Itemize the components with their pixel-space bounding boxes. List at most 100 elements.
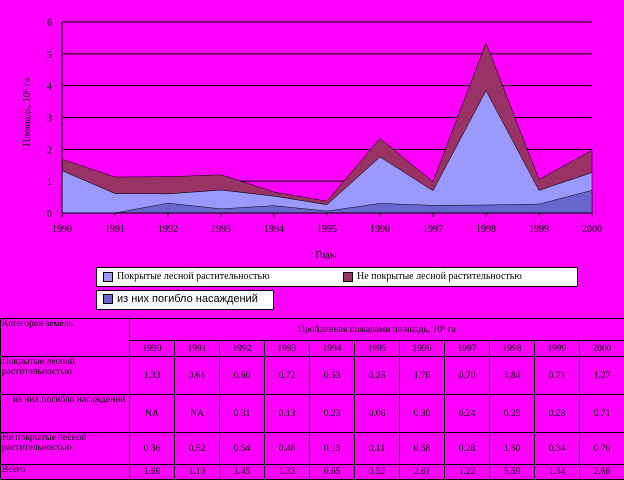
year-header-cell: 2000: [580, 341, 624, 357]
table-cell: 1.76: [400, 357, 445, 395]
legend-item-uncovered: Не покрытые лесной растительностью: [343, 271, 522, 282]
legend-swatch-uncovered: [343, 272, 353, 282]
table-cell: 0.70: [445, 357, 490, 395]
x-tick-label: 1998: [476, 224, 496, 235]
legend-label-destroyed: из них погибло насаждений: [117, 293, 258, 305]
legend: Покрытые лесной растительностью Не покры…: [96, 267, 578, 287]
table-cell: 0.72: [265, 357, 310, 395]
table-cell: 0.26: [355, 357, 400, 395]
x-tick-label: 1990: [52, 224, 72, 235]
x-tick-label: 1996: [370, 224, 390, 235]
row-label: из них погибло насаждений: [1, 395, 130, 433]
table-cell: 0.34: [535, 433, 580, 465]
legend-swatch-destroyed: [103, 294, 113, 304]
legend-item-destroyed: из них погибло насаждений: [103, 293, 258, 305]
y-tick-label: 4: [47, 82, 52, 93]
table-cell: 0.60: [220, 357, 265, 395]
table-cell: 0.71: [535, 357, 580, 395]
table-cell: 0.65: [310, 465, 355, 480]
table-cell: 1.33: [265, 465, 310, 480]
x-tick-label: 1999: [529, 224, 549, 235]
x-tick-label: 1992: [158, 224, 178, 235]
y-tick-label: 2: [47, 145, 52, 156]
table-cell: 0.71: [580, 395, 624, 433]
year-header-cell: 1996: [400, 341, 445, 357]
table-cell: 0.13: [310, 433, 355, 465]
series-areas: [62, 43, 592, 213]
table-cell: 1.50: [490, 433, 535, 465]
table-cell: 0.58: [400, 433, 445, 465]
table-cell: 0.06: [355, 395, 400, 433]
table-cell: 5.59: [490, 465, 535, 480]
table-cell: 0.48: [265, 433, 310, 465]
legend-item-covered: Покрытые лесной растительностью: [103, 271, 270, 282]
x-tick-labels: 1990 1991 1992 1993 1994 1995 1996 1997 1998 1999…: [52, 224, 602, 235]
table-cell: 0.61: [175, 357, 220, 395]
legend-swatch-covered: [103, 272, 113, 282]
year-header-cell: 1993: [265, 341, 310, 357]
legend-label-covered: Покрытые лесной растительностью: [117, 271, 270, 282]
table-cell: 0.30: [400, 395, 445, 433]
year-header-cell: 1991: [175, 341, 220, 357]
table-cell: 0.54: [220, 433, 265, 465]
y-tick-label: 5: [47, 50, 52, 61]
table-cell: 3.84: [490, 357, 535, 395]
table-cell: 0.31: [220, 395, 265, 433]
data-table: Категория земель Пройденная пожарами пло…: [0, 318, 624, 480]
table-cell: 0.36: [130, 433, 175, 465]
table-cell: 1.34: [535, 465, 580, 480]
table-cell: 1.33: [130, 357, 175, 395]
row-label: Покрытые лесной растительностью: [1, 357, 130, 395]
table-cell: 0.53: [310, 357, 355, 395]
year-header-cell: 1998: [490, 341, 535, 357]
x-tick-label: 1993: [211, 224, 231, 235]
category-header: Категория земель: [1, 319, 130, 357]
table-cell: NA: [175, 395, 220, 433]
x-tick-label: 2000: [582, 224, 602, 235]
table-cell: NA: [130, 395, 175, 433]
span-header: Пройденная пожарами площадь, 10⁶ га: [130, 319, 624, 341]
x-tick-label: 1991: [105, 224, 125, 235]
legend-label-uncovered: Не покрытые лесной растительностью: [357, 271, 522, 282]
table-cell: 0.70: [580, 433, 624, 465]
table-cell: 0.24: [445, 395, 490, 433]
year-header-cell: 1992: [220, 341, 265, 357]
year-header-cell: 1997: [445, 341, 490, 357]
y-tick-label: 1: [47, 177, 52, 188]
table-cell: 2.68: [580, 465, 624, 480]
y-axis-label: Площадь, 10⁶ га: [22, 77, 33, 146]
table-cell: 2.61: [400, 465, 445, 480]
table-cell: 1.27: [580, 357, 624, 395]
table-cell: 0.25: [490, 395, 535, 433]
row-label: Всего: [1, 465, 130, 480]
legend-destroyed: из них погибло насаждений: [96, 290, 274, 310]
year-header-cell: 1990: [130, 341, 175, 357]
y-tick-label: 0: [47, 209, 52, 220]
year-header-cell: 1994: [310, 341, 355, 357]
x-tick-label: 1997: [423, 224, 443, 235]
table-cell: 0.52: [175, 433, 220, 465]
table-cell: 1.69: [130, 465, 175, 480]
table-cell: 0.28: [535, 395, 580, 433]
x-tick-label: 1994: [264, 224, 284, 235]
table-cell: 0.13: [265, 395, 310, 433]
x-axis-label: Годы: [315, 250, 337, 261]
table-cell: 1.13: [175, 465, 220, 480]
table-cell: 0.23: [310, 395, 355, 433]
y-tick-label: 6: [47, 18, 52, 29]
table-cell: 1.45: [220, 465, 265, 480]
year-header-cell: 1999: [535, 341, 580, 357]
year-header-cell: 1995: [355, 341, 400, 357]
table-cell: 0.11: [355, 433, 400, 465]
table-cell: 1.22: [445, 465, 490, 480]
table-cell: 0.32: [355, 465, 400, 480]
data-table-body: Категория земель Пройденная пожарами пло…: [1, 319, 624, 480]
table-cell: 0.28: [445, 433, 490, 465]
x-tick-label: 1995: [317, 224, 337, 235]
row-label: Не покрытые лесной растительностью: [1, 433, 130, 465]
